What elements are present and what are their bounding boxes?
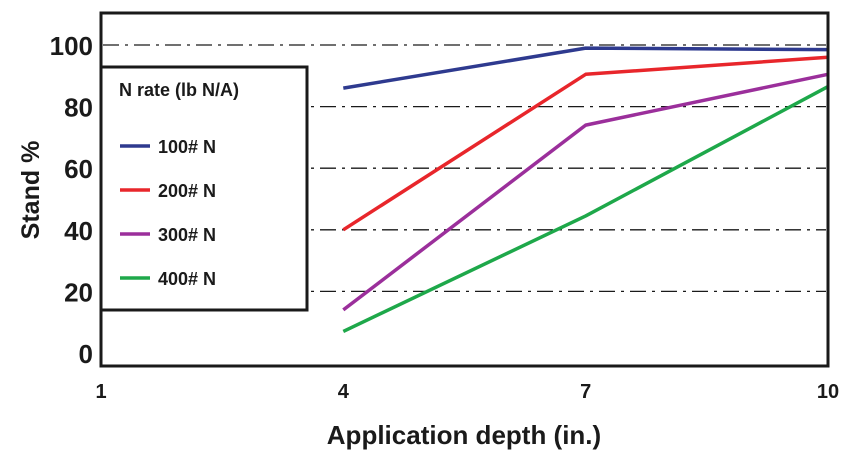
legend-label-4: 400# N xyxy=(158,269,216,289)
y-tick-label-60: 60 xyxy=(64,154,93,184)
series-lines xyxy=(342,46,829,333)
x-axis-title: Application depth (in.) xyxy=(327,420,601,450)
x-tick-label-1: 1 xyxy=(95,381,106,403)
y-axis-title: Stand % xyxy=(17,141,45,240)
y-tick-label-100: 100 xyxy=(50,31,93,61)
grid-lines xyxy=(103,44,826,293)
series-line-4 xyxy=(342,85,829,333)
legend-title: N rate (lb N/A) xyxy=(119,80,239,100)
y-tick-label-40: 40 xyxy=(64,216,93,246)
legend: N rate (lb N/A) 100# N 200# N 300# N 400# N xyxy=(99,65,309,312)
x-tick-label-7: 7 xyxy=(580,381,591,403)
legend-items: 100# N 200# N 300# N 400# N xyxy=(120,137,216,289)
y-tick-label-20: 20 xyxy=(64,277,93,307)
y-tick-labels: 0 20 40 60 80 100 xyxy=(50,31,93,369)
x-tick-labels: 1 4 7 10 xyxy=(95,381,839,403)
series-line-2 xyxy=(342,55,829,232)
x-tick-label-10: 10 xyxy=(817,381,839,403)
series-line-3 xyxy=(342,72,829,312)
y-tick-label-80: 80 xyxy=(64,93,93,123)
x-tick-label-4: 4 xyxy=(338,381,350,403)
legend-label-3: 300# N xyxy=(158,225,216,245)
y-tick-label-0: 0 xyxy=(79,339,93,369)
legend-label-1: 100# N xyxy=(158,137,216,157)
series-line-1 xyxy=(343,46,829,90)
legend-label-2: 200# N xyxy=(158,181,216,201)
